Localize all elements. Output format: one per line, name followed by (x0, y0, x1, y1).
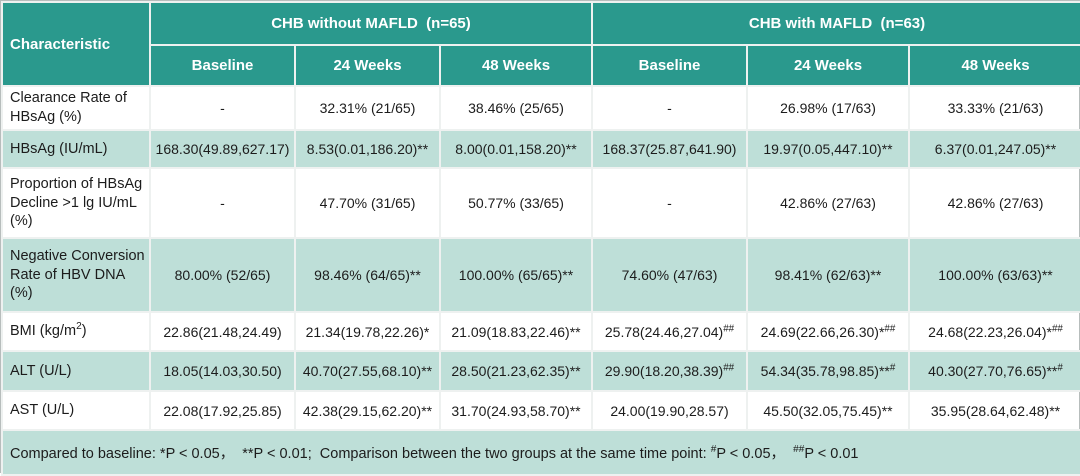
cell-value: 40.30(27.70,76.65)**# (907, 350, 1080, 392)
row-label: BMI (kg/m2) (1, 311, 151, 352)
cell-value: 80.00% (52/65) (149, 237, 296, 313)
footnote-text: Compared to baseline: *P < 0.05， **P < 0… (0, 429, 1080, 476)
cell-value: 50.77% (33/65) (439, 167, 593, 239)
cell-value: 40.70(27.55,68.10)** (294, 350, 441, 392)
table-row: BMI (kg/m2) 22.86(21.48,24.49) 21.34(19.78… (1, 311, 1080, 352)
cell-value: 74.60% (47/63) (591, 237, 748, 313)
cell-value: 98.41% (62/63)** (746, 237, 910, 313)
cell-value: 45.50(32.05,75.45)** (746, 390, 910, 431)
cell-value: 100.00% (63/63)** (907, 237, 1080, 313)
cell-value: 22.86(21.48,24.49) (149, 311, 296, 352)
table-row: Clearance Rate of HBsAg (%) -32.31% (21/6… (1, 85, 1080, 131)
cell-value: 26.98% (17/63) (746, 85, 910, 131)
table-header: Characteristic CHB without MAFLD (n=65) … (1, 1, 1080, 87)
table-row: Proportion of HBsAg Decline >1 lg IU/mL … (1, 167, 1080, 239)
cell-value: 24.69(22.66,26.30)*## (746, 311, 910, 352)
table-body: Clearance Rate of HBsAg (%) -32.31% (21/6… (1, 85, 1080, 431)
cell-value: - (591, 167, 748, 239)
subcol-header-baseline-2: Baseline (591, 44, 748, 87)
cell-value: 100.00% (65/65)** (439, 237, 593, 313)
header-sub-row: Baseline 24 Weeks 48 Weeks Baseline 24 W… (2, 44, 1080, 87)
cell-value: 168.30(49.89,627.17) (149, 129, 296, 169)
cell-value: 8.53(0.01,186.20)** (294, 129, 441, 169)
cell-value: 168.37(25.87,641.90) (591, 129, 748, 169)
row-label: Proportion of HBsAg Decline >1 lg IU/mL … (1, 167, 151, 239)
cell-value: 54.34(35.78,98.85)**# (746, 350, 910, 392)
cell-value: 28.50(21.23,62.35)** (439, 350, 593, 392)
subcol-header-24weeks-2: 24 Weeks (746, 44, 910, 87)
table-row: AST (U/L) 22.08(17.92,25.85) 42.38(29.15,6… (1, 390, 1080, 431)
cell-value: 24.00(19.90,28.57) (591, 390, 748, 431)
cell-value: 98.46% (64/65)** (294, 237, 441, 313)
cell-value: - (591, 85, 748, 131)
cell-value: 42.86% (27/63) (907, 167, 1080, 239)
cell-value: 33.33% (21/63) (907, 85, 1080, 131)
cell-value: 19.97(0.05,447.10)** (746, 129, 910, 169)
cell-value: 29.90(18.20,38.39)## (591, 350, 748, 392)
footnote-row: Compared to baseline: *P < 0.05， **P < 0… (0, 429, 1080, 476)
row-label: Clearance Rate of HBsAg (%) (1, 85, 151, 131)
cell-value: 31.70(24.93,58.70)** (439, 390, 593, 431)
cell-value: 18.05(14.03,30.50) (149, 350, 296, 392)
cell-value: 8.00(0.01,158.20)** (439, 129, 593, 169)
cell-value: 22.08(17.92,25.85) (149, 390, 296, 431)
table-row: ALT (U/L) 18.05(14.03,30.50) 40.70(27.55,6… (1, 350, 1080, 392)
cell-value: - (149, 167, 296, 239)
cell-value: - (149, 85, 296, 131)
group-header-chb-without-mafld: CHB without MAFLD (n=65) (149, 1, 593, 46)
cell-value: 38.46% (25/65) (439, 85, 593, 131)
row-label: HBsAg (IU/mL) (1, 129, 151, 169)
cell-value: 47.70% (31/65) (294, 167, 441, 239)
cell-value: 35.95(28.64,62.48)** (907, 390, 1080, 431)
subcol-header-48weeks-1: 48 Weeks (439, 44, 593, 87)
subcol-header-24weeks-1: 24 Weeks (294, 44, 441, 87)
table-row: Negative Conversion Rate of HBV DNA (%) 8… (1, 237, 1080, 313)
cell-value: 25.78(24.46,27.04)## (591, 311, 748, 352)
group-header-chb-with-mafld: CHB with MAFLD (n=63) (590, 1, 1080, 46)
cell-value: 32.31% (21/65) (294, 85, 441, 131)
cell-value: 6.37(0.01,247.05)** (907, 129, 1080, 169)
row-label: Negative Conversion Rate of HBV DNA (%) (1, 237, 151, 313)
table-footer: Compared to baseline: *P < 0.05， **P < 0… (0, 429, 1080, 476)
row-label: AST (U/L) (1, 390, 151, 431)
header-group-row: Characteristic CHB without MAFLD (n=65) … (1, 1, 1080, 87)
cell-value: 24.68(22.23,26.04)*## (907, 311, 1080, 352)
table-row: HBsAg (IU/mL) 168.30(49.89,627.17) 8.53(0.… (1, 129, 1080, 169)
subcol-header-baseline-1: Baseline (149, 44, 296, 87)
subcol-header-48weeks-2: 48 Weeks (907, 44, 1080, 87)
row-label: ALT (U/L) (1, 350, 151, 392)
characteristic-column-header: Characteristic (1, 1, 151, 87)
cell-value: 42.86% (27/63) (746, 167, 910, 239)
cell-value: 42.38(29.15,62.20)** (294, 390, 441, 431)
cell-value: 21.34(19.78,22.26)* (294, 311, 441, 352)
cell-value: 21.09(18.83,22.46)** (439, 311, 593, 352)
